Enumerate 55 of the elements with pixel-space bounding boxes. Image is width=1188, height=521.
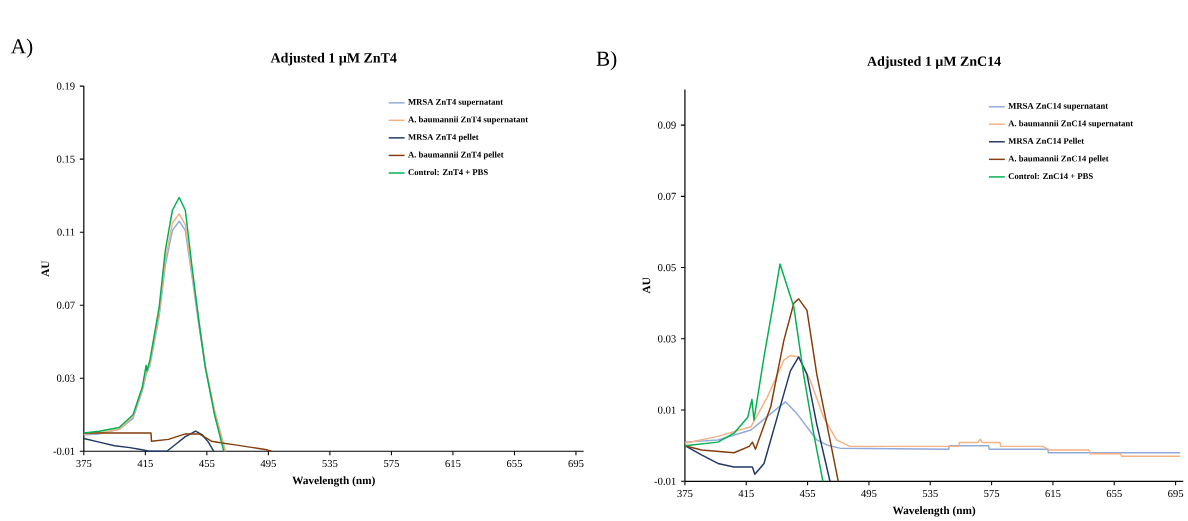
y-tick-label: 0.03 [56,374,75,382]
y-tick-label: -0.01 [654,477,676,485]
x-tick-label: 695 [1168,489,1184,498]
x-axis-title: Wavelength (nm) [892,506,976,517]
x-axis-title: Wavelength (nm) [292,476,375,487]
x-tick-label: 575 [984,489,1000,498]
legend-label: Control: ZnT4 + PBS [408,169,488,176]
x-tick-label: 575 [384,459,399,467]
x-tick-label: 375 [76,459,92,468]
y-tick-label: -0.01 [53,447,75,455]
line-series [684,356,831,482]
legend-label: A. baumannii ZnT4 pellet [408,151,504,160]
y-tick-label: 0.03 [658,335,676,343]
legend-label: MRSA ZnT4 pellet [408,133,479,142]
line-series [684,298,839,482]
legend-label: A. baumannii ZnC14 pellet [1008,155,1109,164]
line-series [684,263,824,482]
y-tick-label: 0.09 [658,121,676,129]
line-series [684,354,1181,458]
legend-label: Control: ZnC14 + PBS [1008,172,1093,180]
legend-label: MRSA ZnT4 supernatant [408,98,504,107]
x-tick-label: 615 [1045,489,1061,498]
x-tick-label: 655 [1106,489,1122,498]
chart-title: Adjusted 1 µM ZnC14 [867,56,1001,69]
text: A) [10,38,33,58]
y-tick-label: 0.11 [57,228,75,236]
x-tick-label: 615 [445,459,461,468]
x-tick-label: 535 [322,459,338,468]
x-tick-label: 495 [260,459,276,468]
y-axis-title: AU [642,277,651,294]
line-series [684,401,1181,454]
y-tick-label: 0.19 [56,82,75,90]
legend-label: MRSA ZnC14 Pellet [1008,137,1085,144]
y-tick-label: 0.05 [658,263,676,272]
x-tick-label: 495 [861,489,877,498]
x-tick-label: 375 [677,489,693,498]
x-tick-label: 655 [506,459,523,468]
x-tick-label: 455 [799,489,816,498]
y-tick-label: 0.07 [658,192,676,200]
x-tick-label: 455 [199,459,215,468]
y-tick-label: 0.07 [56,301,75,309]
legend-label: MRSA ZnC14 supernatant [1008,102,1109,111]
chart-title: Adjusted 1 µM ZnT4 [270,52,397,66]
x-tick-label: 415 [137,459,153,468]
line-series [83,430,215,452]
legend-label: A. baumannii ZnT4 supernatant [408,116,529,125]
line-series [83,432,273,452]
legend-label: A. baumannii ZnC14 supernatant [1008,120,1134,129]
y-tick-label: 0.01 [658,406,676,414]
x-tick-label: 535 [922,489,938,498]
y-axis-title: AU [41,260,50,277]
x-tick-label: 695 [568,459,584,468]
y-tick-label: 0.15 [56,155,75,163]
x-tick-label: 415 [738,489,754,498]
text: B) [596,50,617,71]
